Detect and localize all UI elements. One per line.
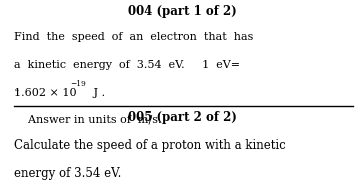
Text: 004 (part 1 of 2): 004 (part 1 of 2)	[128, 5, 236, 18]
Text: J .: J .	[90, 88, 106, 98]
Text: energy of 3.54 eV.: energy of 3.54 eV.	[14, 167, 121, 180]
Text: Find  the  speed  of  an  electron  that  has: Find the speed of an electron that has	[14, 32, 253, 42]
Text: Calculate the speed of a proton with a kinetic: Calculate the speed of a proton with a k…	[14, 139, 286, 152]
Text: a  kinetic  energy  of  3.54  eV.     1  eV=: a kinetic energy of 3.54 eV. 1 eV=	[14, 60, 240, 70]
Text: $\mathregular{10^{-19}}$: $\mathregular{10^{-19}}$	[14, 88, 20, 94]
Text: Answer in units of  m/s.: Answer in units of m/s.	[14, 114, 161, 125]
Text: 1.602 × 10: 1.602 × 10	[14, 88, 76, 98]
Text: 005 (part 2 of 2): 005 (part 2 of 2)	[127, 111, 237, 124]
Text: −19: −19	[70, 80, 86, 87]
